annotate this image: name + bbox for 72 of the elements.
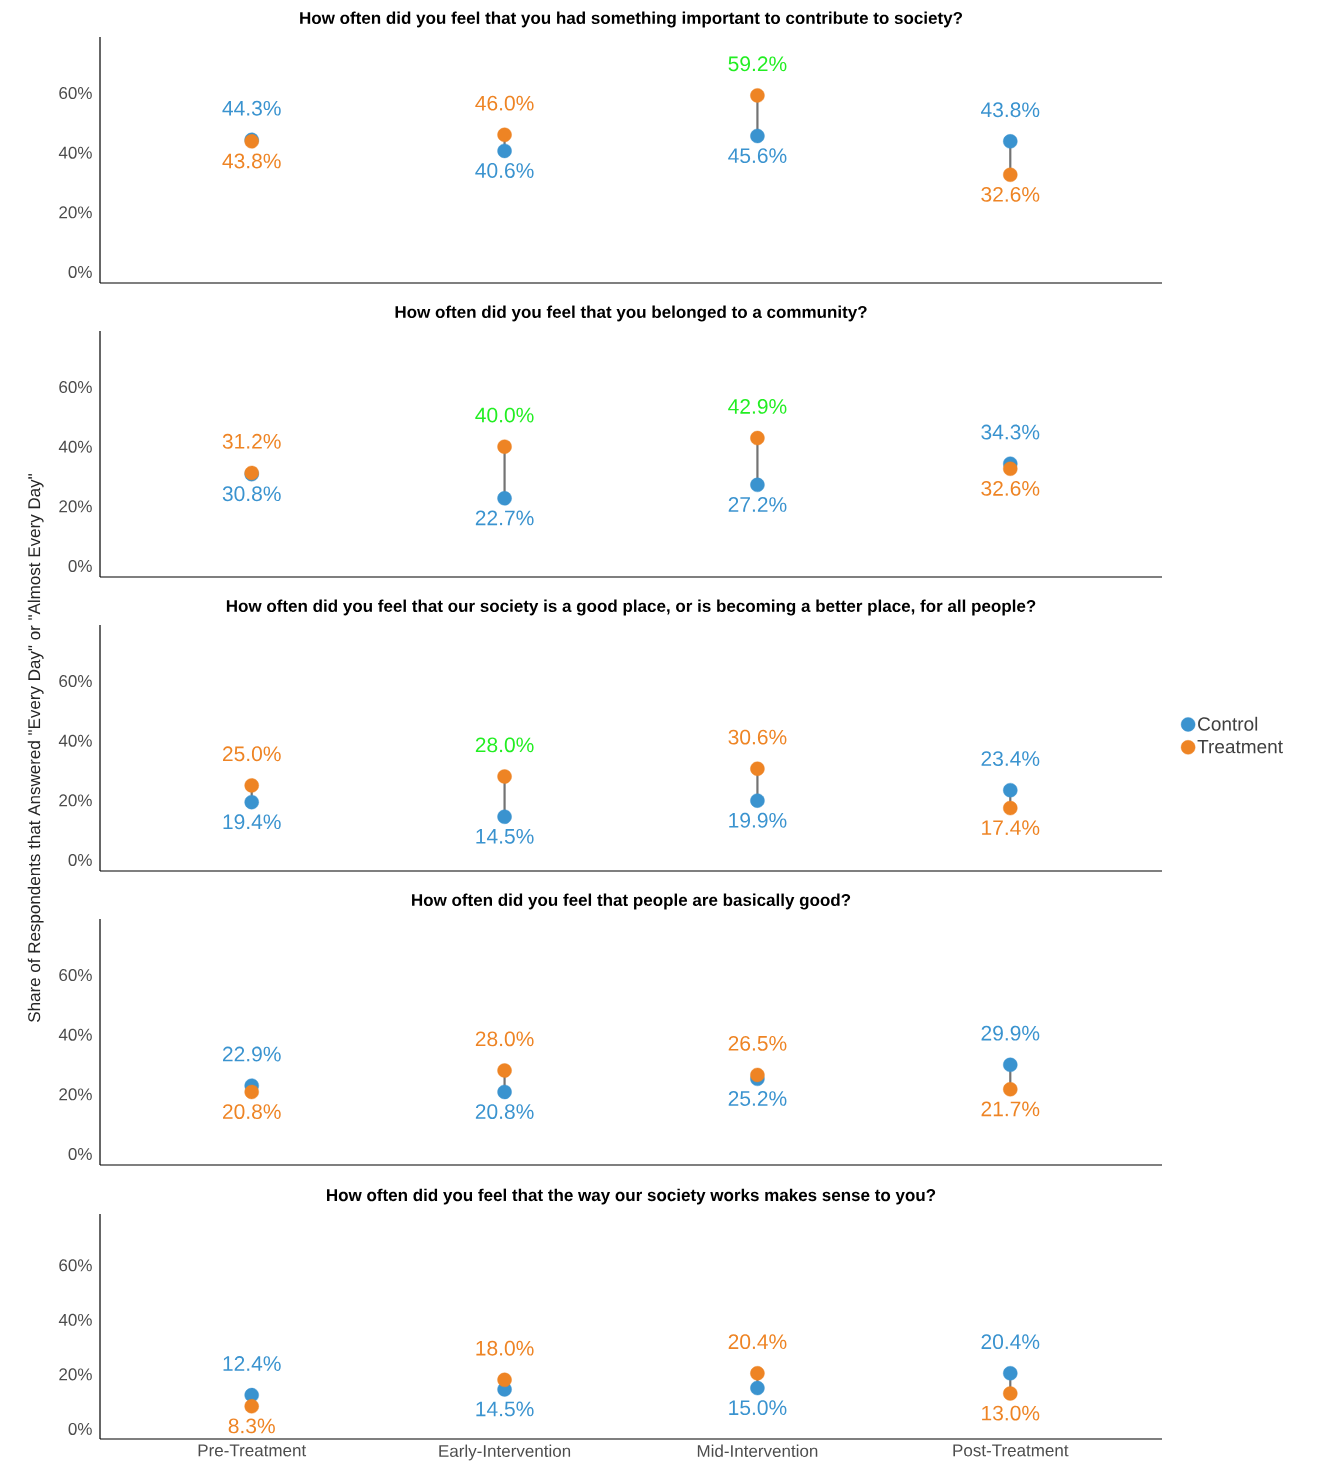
- data-label: 20.8%: [222, 1104, 281, 1120]
- data-label: 22.9%: [222, 1046, 281, 1062]
- data-label: 19.9%: [729, 812, 787, 828]
- data-label: 43.8%: [981, 102, 1040, 118]
- legend-label: Treatment: [1197, 740, 1283, 754]
- x-tick-label: Early-Intervention: [439, 1444, 571, 1461]
- y-tick-label: 40%: [58, 734, 92, 747]
- x-tick-label: Mid-Intervention: [697, 1444, 818, 1458]
- data-label: 28.0%: [475, 1031, 534, 1047]
- y-tick-label: 20%: [59, 794, 92, 807]
- data-label: 34.3%: [981, 424, 1040, 440]
- data-label: 8.3%: [228, 1418, 275, 1434]
- data-label: 21.7%: [981, 1101, 1040, 1117]
- y-tick-label: 20%: [59, 500, 92, 513]
- data-label: 23.4%: [981, 751, 1040, 766]
- data-label: 26.5%: [728, 1035, 787, 1051]
- y-tick-label: 60%: [59, 381, 92, 394]
- y-tick-label: 0%: [68, 1147, 92, 1160]
- data-label: 18.0%: [476, 1340, 534, 1356]
- chart-title: How often did you feel that you belonged to a community?: [395, 305, 867, 322]
- data-label: 40.6%: [475, 163, 534, 178]
- y-tick-label: 40%: [58, 440, 92, 453]
- data-label: 14.5%: [476, 828, 534, 844]
- y-tick-label: 40%: [58, 146, 92, 159]
- data-label: 29.9%: [981, 1025, 1040, 1041]
- legend-label: Control: [1198, 716, 1258, 731]
- y-tick-label: 40%: [58, 1313, 92, 1326]
- x-tick-label: Pre-Treatment: [198, 1444, 307, 1457]
- y-tick-label: 20%: [59, 206, 92, 219]
- data-label: 31.2%: [222, 433, 281, 449]
- y-tick-label: 0%: [68, 1422, 92, 1435]
- data-label: 27.2%: [728, 497, 787, 512]
- y-tick-label: 20%: [59, 1088, 92, 1101]
- y-tick-label: 60%: [59, 1259, 92, 1272]
- x-tick-label: Post-Treatment: [953, 1444, 1069, 1457]
- y-tick-label: 20%: [59, 1368, 92, 1381]
- chart-title: How often did you feel that people are basically good?: [412, 893, 851, 910]
- chart-title: How often did you feel that our society is a good place, or is becoming a better place, for all people?: [226, 599, 1036, 616]
- data-label: 22.7%: [475, 510, 534, 526]
- data-label: 45.6%: [728, 148, 787, 164]
- y-tick-label: 0%: [68, 265, 92, 278]
- data-label: 32.6%: [981, 186, 1040, 202]
- data-label: 14.5%: [476, 1401, 534, 1417]
- data-label: 30.6%: [728, 729, 787, 745]
- chart-title: How often did you feel that you had something important to contribute to society?: [300, 11, 963, 28]
- y-tick-label: 40%: [58, 1028, 92, 1041]
- y-tick-label: 60%: [59, 675, 92, 688]
- data-label: 25.0%: [222, 746, 281, 762]
- data-label: 44.3%: [222, 100, 281, 116]
- y-axis-title: Share of Respondents that Answered "Every Day" or "Almost Every Day": [27, 474, 44, 1022]
- data-label: 19.4%: [223, 814, 281, 830]
- data-label: 25.2%: [728, 1091, 787, 1106]
- y-tick-label: 0%: [68, 853, 92, 866]
- annotation: 59.2%: [728, 56, 787, 72]
- y-tick-label: 60%: [59, 969, 92, 982]
- y-tick-label: 0%: [68, 559, 92, 572]
- data-label: 15.0%: [729, 1400, 787, 1416]
- data-label: 43.8%: [222, 153, 281, 169]
- annotation: 28.0%: [475, 737, 534, 753]
- data-label: 46.0%: [475, 95, 534, 111]
- data-label: 20.8%: [475, 1104, 534, 1120]
- data-label: 32.6%: [981, 480, 1040, 496]
- data-label: 20.4%: [981, 1334, 1040, 1350]
- data-label: 17.4%: [982, 820, 1040, 835]
- data-label: 20.4%: [728, 1334, 787, 1350]
- data-label: 30.8%: [222, 486, 281, 502]
- y-tick-label: 60%: [59, 87, 92, 100]
- data-label: 12.4%: [223, 1356, 281, 1371]
- chart-title: How often did you feel that the way our society works makes sense to you?: [327, 1188, 936, 1205]
- data-label: 13.0%: [982, 1405, 1040, 1421]
- annotation: 40.0%: [475, 407, 534, 423]
- annotation: 42.9%: [728, 398, 787, 414]
